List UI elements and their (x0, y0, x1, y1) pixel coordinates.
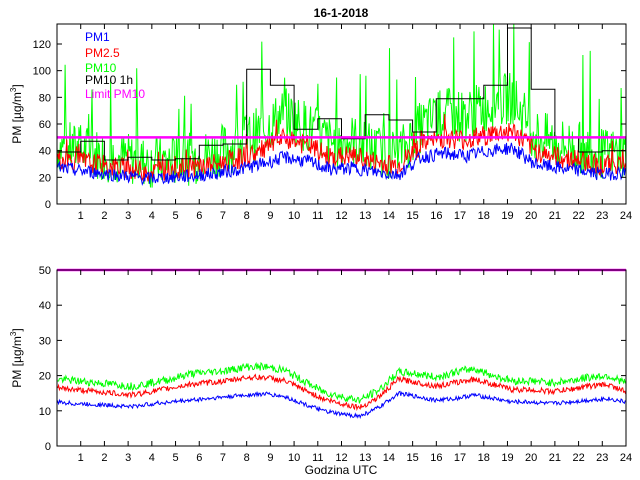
x-tick-label: 1 (78, 452, 84, 464)
series-line-pm10-1h (57, 27, 626, 161)
x-tick-label: 20 (525, 452, 537, 464)
series-line-pm1 (56, 390, 627, 420)
x-tick-label: 22 (572, 452, 584, 464)
x-tick-label: 9 (267, 210, 273, 222)
y-tick-label: 120 (33, 39, 51, 51)
x-tick-label: 13 (359, 452, 371, 464)
chart-title: 16-1-2018 (314, 6, 369, 20)
y-axis-label-bottom-base: PM [µg/m (10, 336, 24, 388)
x-tick-label: 5 (172, 452, 178, 464)
y-tick-label: 40 (39, 146, 51, 158)
x-tick-label: 10 (288, 452, 300, 464)
y-tick-label: 0 (45, 199, 51, 211)
x-tick-label: 20 (525, 210, 537, 222)
y-tick-label: 40 (39, 300, 51, 312)
x-tick-label: 6 (196, 452, 202, 464)
x-tick-label: 18 (478, 452, 490, 464)
chart-panel-bottom: 1 2 3 4 5 6 7 8 9 10 11 12 13 14 15 16 17 18 19 20 21 22 23 240… (9, 265, 632, 477)
x-tick-label: 5 (172, 210, 178, 222)
x-tick-label: 18 (478, 210, 490, 222)
y-tick-label: 80 (39, 92, 51, 104)
y-tick-label: 10 (39, 406, 51, 418)
legend-pm10-1h: PM10 1h (85, 73, 133, 87)
x-axis-label: Godzina UTC (305, 463, 378, 477)
y-tick-label: 20 (39, 172, 51, 184)
x-tick-label: 3 (125, 210, 131, 222)
x-tick-label: 23 (596, 210, 608, 222)
y-tick-label: 30 (39, 335, 51, 347)
x-tick-label: 2 (101, 452, 107, 464)
x-tick-label: 24 (620, 452, 632, 464)
legend-pm1: PM1 (85, 30, 110, 44)
y-axis-label-bottom-sup: 3 (9, 331, 18, 336)
x-tick-label: 11 (312, 452, 323, 464)
legend: PM1 PM2.5 PM10 PM10 1h Limit PM10 (85, 30, 145, 101)
x-tick-label: 3 (125, 452, 131, 464)
legend-limit-pm10: Limit PM10 (85, 87, 145, 101)
x-tick-label: 7 (220, 210, 226, 222)
chart-panel-top: 1 2 3 4 5 6 7 8 9 10 11 12 13 14 15 16 17 18 19 20 21 22 23 240… (9, 23, 632, 222)
x-tick-label: 2 (101, 210, 107, 222)
plot-area-bottom (57, 270, 626, 446)
axes-layer-bottom: 1 2 3 4 5 6 7 8 9 10 11 12 13 14 15 16 17 18 19 20 21 22 23 240… (39, 265, 632, 464)
x-tick-label: 13 (359, 210, 371, 222)
x-tick-label: 14 (383, 210, 395, 222)
x-tick-label: 22 (572, 210, 584, 222)
y-tick-label: 60 (39, 119, 51, 131)
y-axis-label-top-close: ] (10, 84, 24, 87)
x-tick-label: 16 (430, 452, 442, 464)
x-tick-label: 8 (244, 452, 250, 464)
x-tick-label: 4 (149, 210, 155, 222)
x-tick-label: 23 (596, 452, 608, 464)
x-tick-label: 14 (383, 452, 395, 464)
y-tick-label: 100 (33, 66, 51, 78)
x-tick-label: 15 (407, 452, 419, 464)
legend-pm25: PM2.5 (85, 46, 120, 60)
y-tick-label: 50 (39, 265, 51, 277)
y-tick-label: 20 (39, 371, 51, 383)
plot-area-top (57, 24, 626, 204)
series-layer-top (56, 23, 627, 188)
x-tick-label: 17 (454, 452, 466, 464)
x-tick-label: 21 (549, 210, 561, 222)
x-tick-label: 8 (244, 210, 250, 222)
x-tick-label: 21 (549, 452, 561, 464)
series-line-pm25 (57, 373, 627, 412)
x-tick-label: 6 (196, 210, 202, 222)
x-tick-label: 9 (267, 452, 273, 464)
x-tick-label: 11 (312, 210, 323, 222)
y-axis-label-top-base: PM [µg/m (10, 92, 24, 144)
y-axis-label-top: PM [µg/m3] (9, 84, 24, 143)
x-tick-label: 19 (501, 452, 513, 464)
axes-layer-top: 1 2 3 4 5 6 7 8 9 10 11 12 13 14 15 16 17 18 19 20 21 22 23 240… (33, 23, 632, 222)
y-axis-label-bottom: PM [µg/m3] (9, 328, 24, 387)
x-tick-label: 7 (220, 452, 226, 464)
series-line-pm1 (56, 142, 627, 186)
x-tick-label: 4 (149, 452, 155, 464)
series-line-pm10 (56, 361, 627, 404)
x-tick-label: 16 (430, 210, 442, 222)
x-tick-label: 1 (78, 210, 84, 222)
x-tick-label: 12 (335, 210, 347, 222)
x-tick-label: 10 (288, 210, 300, 222)
x-tick-label: 17 (454, 210, 466, 222)
x-tick-label: 19 (501, 210, 513, 222)
y-axis-label-bottom-close: ] (10, 328, 24, 331)
y-axis-label-top-sup: 3 (9, 87, 18, 92)
x-tick-label: 12 (335, 452, 347, 464)
x-tick-label: 24 (620, 210, 632, 222)
y-tick-label: 0 (45, 441, 51, 453)
legend-pm10: PM10 (85, 61, 117, 75)
x-tick-label: 15 (407, 210, 419, 222)
